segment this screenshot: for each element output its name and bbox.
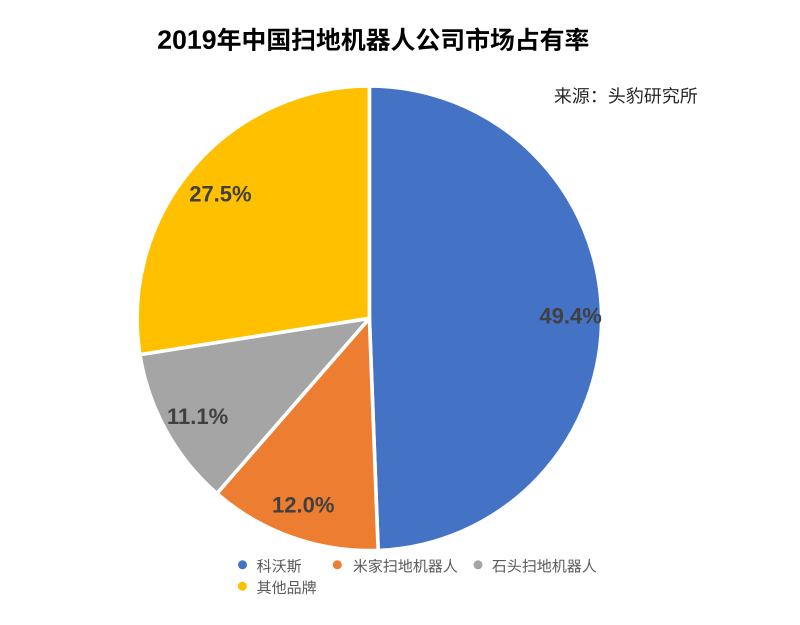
svg-text:49.4%: 49.4% [539, 303, 601, 328]
svg-text:11.1%: 11.1% [167, 404, 228, 429]
svg-text:27.5%: 27.5% [189, 181, 251, 206]
svg-text:12.0%: 12.0% [272, 492, 334, 517]
